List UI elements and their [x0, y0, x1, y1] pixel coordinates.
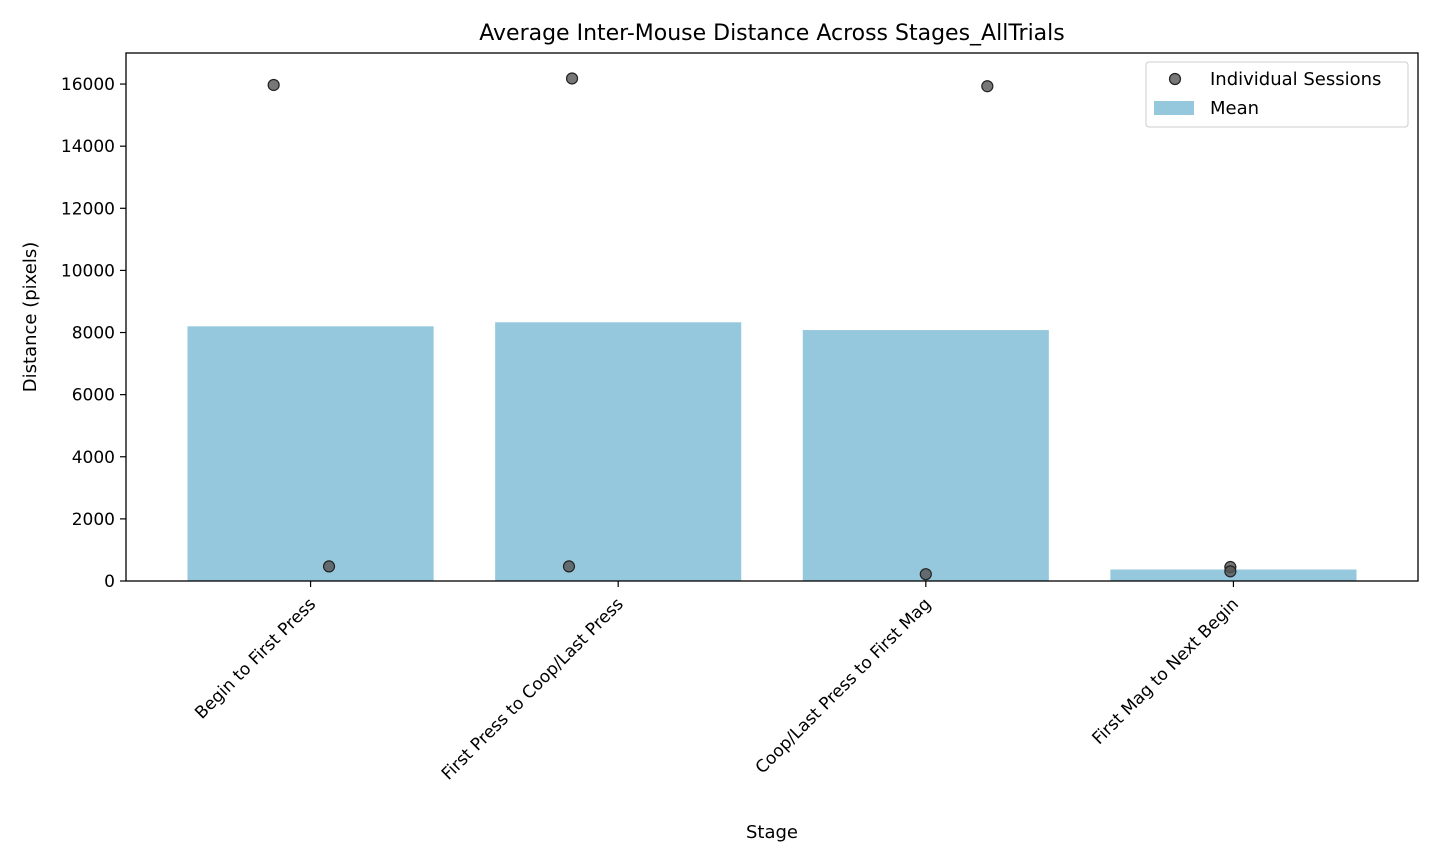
- x-tick-label-coop-last-press-to-first-mag: Coop/Last Press to First Mag: [752, 594, 936, 778]
- y-tick-label: 6000: [72, 386, 115, 406]
- y-tick-label: 0: [104, 572, 115, 592]
- y-tick-label: 4000: [72, 448, 115, 468]
- bar-begin-to-first-press: [187, 326, 434, 581]
- x-axis: Begin to First Press First Press to Coop/…: [191, 581, 1243, 784]
- y-tick-label: 12000: [61, 199, 115, 219]
- x-tick-label-first-press-to-coop-last-press: First Press to Coop/Last Press: [438, 594, 628, 784]
- bar-coop-last-press-to-first-mag: [802, 330, 1049, 581]
- y-tick-label: 8000: [72, 324, 115, 344]
- y-tick-label: 2000: [72, 510, 115, 530]
- y-tick-label: 16000: [61, 75, 115, 95]
- bars-group: [187, 322, 1357, 581]
- session-point-4: [562, 560, 576, 573]
- legend-marker-mean: [1154, 101, 1194, 115]
- plot-frame: [125, 52, 1419, 582]
- legend-marker-individual-sessions: [1168, 72, 1182, 86]
- y-tick-label: 10000: [61, 261, 115, 281]
- y-tick-label: 14000: [61, 137, 115, 157]
- x-tick-label-begin-to-first-press: Begin to First Press: [191, 594, 320, 723]
- y-axis-label: Distance (pixels): [20, 242, 41, 392]
- session-point-2: [322, 560, 336, 573]
- legend-label-mean: Mean: [1210, 98, 1259, 119]
- legend: Individual Sessions Mean: [1145, 61, 1409, 128]
- legend-frame: [1145, 61, 1409, 128]
- points-group: [267, 72, 1237, 581]
- session-point-6: [919, 568, 932, 581]
- y-axis: 0 2000 4000 6000 8000 10000 12000 14000 16000: [61, 75, 126, 592]
- x-tick-label-first-mag-to-next-begin: First Mag to Next Begin: [1089, 594, 1243, 748]
- session-point-5: [981, 80, 994, 93]
- session-point-8: [1224, 565, 1237, 578]
- session-point-1: [267, 78, 280, 92]
- legend-label-individual-sessions: Individual Sessions: [1210, 69, 1381, 90]
- session-point-3: [565, 72, 579, 85]
- x-axis-label: Stage: [746, 822, 798, 843]
- bar-first-press-to-coop-last-press: [495, 322, 742, 581]
- chart-title: Average Inter-Mouse Distance Across Stag…: [479, 21, 1065, 46]
